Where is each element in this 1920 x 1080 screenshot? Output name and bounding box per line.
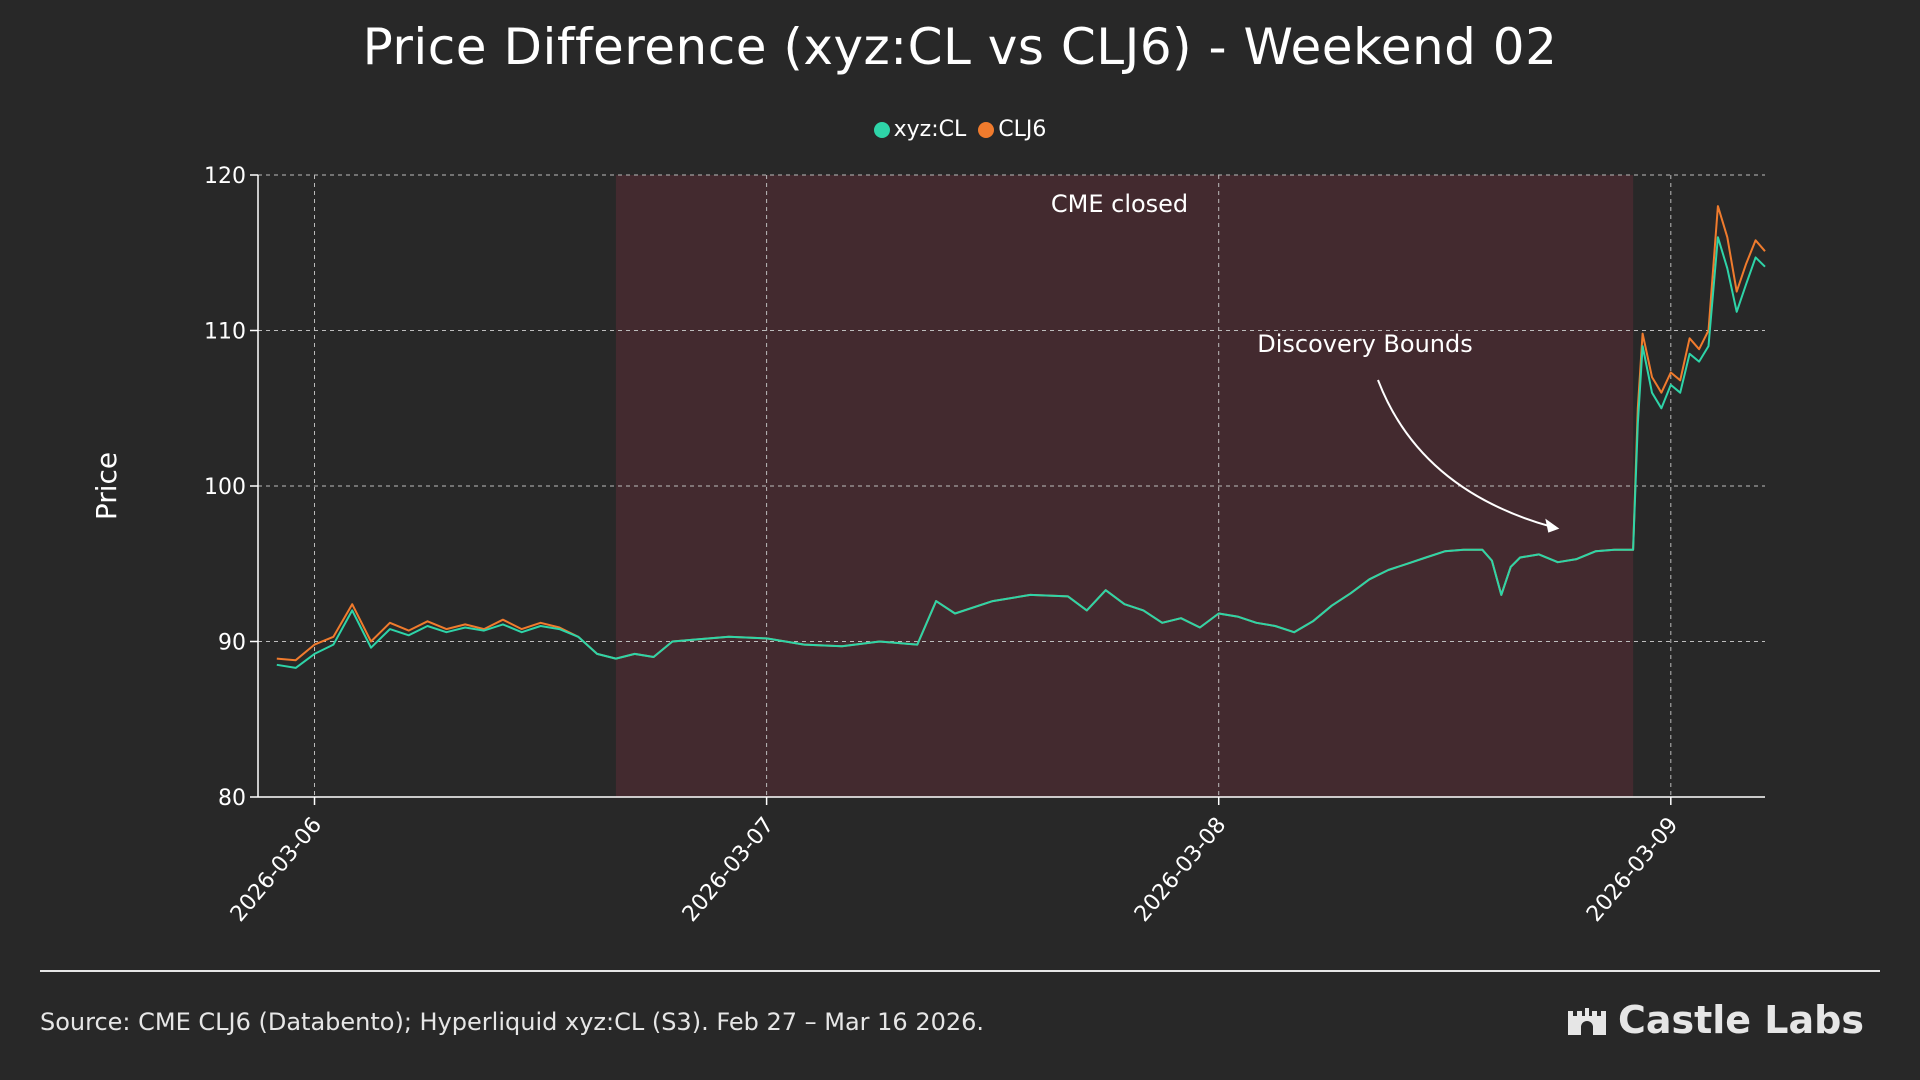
y-axis-title: Price — [90, 452, 123, 520]
y-tick-label: 120 — [204, 164, 246, 189]
y-tick-label: 100 — [204, 475, 246, 500]
legend-entry-xyz-cl[interactable]: xyz:CL — [873, 117, 967, 142]
legend-label-clj6: CLJ6 — [998, 117, 1047, 142]
castle-icon — [1567, 1008, 1606, 1035]
legend-swatch-xyz-cl — [873, 121, 890, 138]
x-tick-label: 2026-03-06 — [226, 813, 327, 927]
y-tick-label: 90 — [218, 631, 246, 656]
y-tick-label: 80 — [218, 786, 246, 811]
legend: xyz:CL CLJ6 — [0, 117, 1920, 142]
legend-label-xyz-cl: xyz:CL — [893, 117, 967, 142]
x-tick-label: 2026-03-09 — [1582, 813, 1683, 927]
cme-closed-label: CME closed — [1051, 190, 1188, 218]
annotation-arrow — [1377, 379, 1552, 528]
footer-divider — [40, 970, 1880, 972]
annotation-arrowhead — [1545, 518, 1560, 533]
chart-title: Price Difference (xyz:CL vs CLJ6) - Week… — [362, 18, 1558, 76]
series-line-xyz-cl — [276, 236, 1766, 669]
legend-entry-clj6[interactable]: CLJ6 — [978, 117, 1046, 142]
y-tick-label: 110 — [204, 320, 246, 345]
x-tick-label: 2026-03-07 — [678, 813, 779, 927]
x-tick-label: 2026-03-08 — [1130, 813, 1231, 927]
brand-name: Castle Labs — [1617, 998, 1864, 1042]
annotation-label: Discovery Bounds — [1257, 330, 1473, 358]
legend-swatch-clj6 — [978, 121, 995, 138]
brand-logo: Castle Labs — [1566, 998, 1864, 1042]
source-note: Source: CME CLJ6 (Databento); Hyperliqui… — [40, 1008, 985, 1036]
